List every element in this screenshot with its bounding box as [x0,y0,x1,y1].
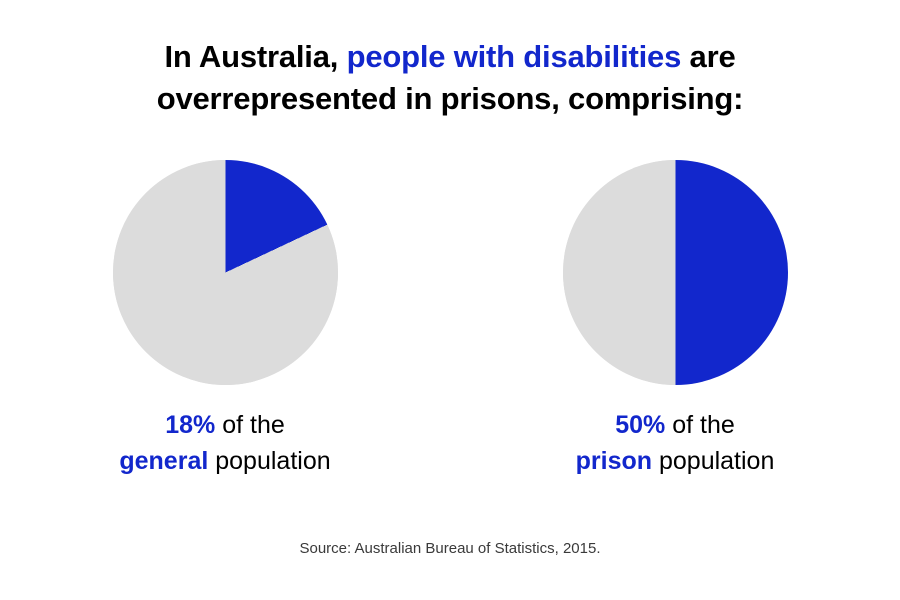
caption-prison: 50% of the prison population [450,408,900,479]
caption-prison-group: prison [575,446,653,475]
chart-block-prison [450,160,900,385]
caption-prison-value: 50% [615,411,666,439]
pie-slice-prison-disabilities [562,160,788,385]
headline-line1: In Australia, people with disabilities a… [164,39,735,74]
caption-prison-mid: of the [665,411,735,439]
pie-chart-prison [562,160,788,385]
caption-general-value: 18% [165,411,216,439]
caption-general: 18% of the general population [0,408,450,479]
caption-row: 18% of the general population 50% of the… [0,408,900,479]
page-title: In Australia, people with disabilities a… [0,36,900,119]
pie-slice-general-disabilities [112,160,338,385]
headline-text-post: are [681,39,736,74]
pie-chart-row [0,160,900,410]
caption-prison-tail: population [652,446,775,475]
headline-line2: overrepresented in prisons, comprising: [156,80,744,116]
caption-general-group: general [119,446,209,475]
headline-text-pre: In Australia, [164,39,347,74]
chart-block-general [0,160,450,385]
source-note: Source: Australian Bureau of Statistics,… [299,540,601,557]
caption-general-tail: population [208,446,331,475]
headline-highlight: people with disabilities [346,39,682,74]
caption-general-mid: of the [215,411,285,439]
pie-chart-general [112,160,338,385]
